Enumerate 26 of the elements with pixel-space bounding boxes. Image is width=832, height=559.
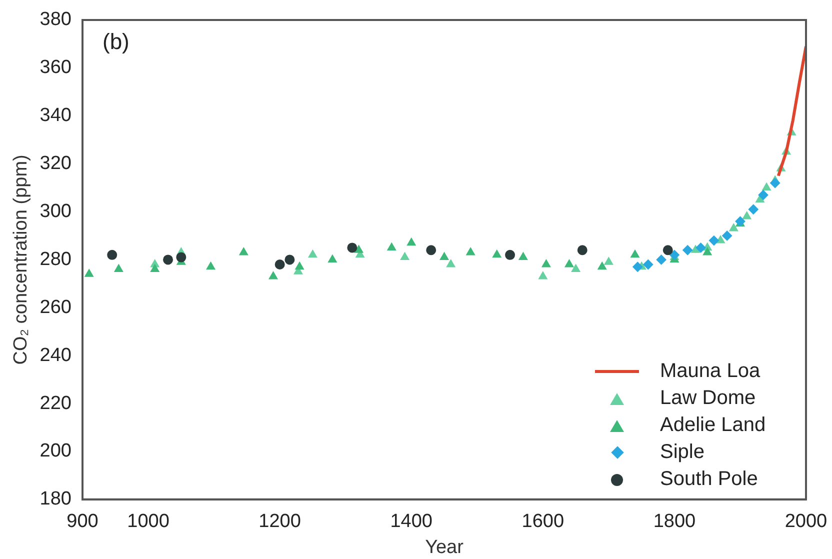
y-tick-label: 360	[40, 57, 72, 78]
x-tick-label: 1800	[653, 511, 696, 532]
annotation: (b)	[102, 29, 130, 54]
x-tick-label: 1400	[390, 511, 433, 532]
legend-label: Law Dome	[660, 387, 756, 410]
legend-label: Adelie Land	[660, 414, 766, 438]
legend-label: Mauna Loa	[660, 360, 760, 384]
x-tick-label: 900	[66, 511, 98, 532]
y-tick-label: 260	[40, 296, 72, 318]
x-tick-label: 1200	[258, 511, 301, 532]
y-tick-label: 300	[40, 200, 72, 222]
y-tick-label: 320	[40, 153, 72, 174]
x-axis-title: Year	[425, 536, 464, 558]
y-axis-title: CO₂ concentration (ppm)	[10, 154, 32, 365]
y-tick-label: 180	[40, 488, 72, 510]
y-tick-label: 220	[40, 392, 72, 414]
legend-label: Siple	[660, 441, 704, 464]
y-tick-label: 240	[40, 344, 72, 366]
x-tick-label: 1600	[522, 511, 564, 532]
y-tick-label: 200	[40, 440, 72, 462]
y-tick-label: 340	[40, 105, 72, 126]
x-tick-label: 2000	[784, 511, 828, 532]
x-tick-label: 1000	[127, 511, 170, 532]
y-tick-label: 280	[40, 248, 72, 270]
legend-label: South Pole	[660, 468, 758, 492]
y-tick-label: 380	[40, 9, 72, 30]
